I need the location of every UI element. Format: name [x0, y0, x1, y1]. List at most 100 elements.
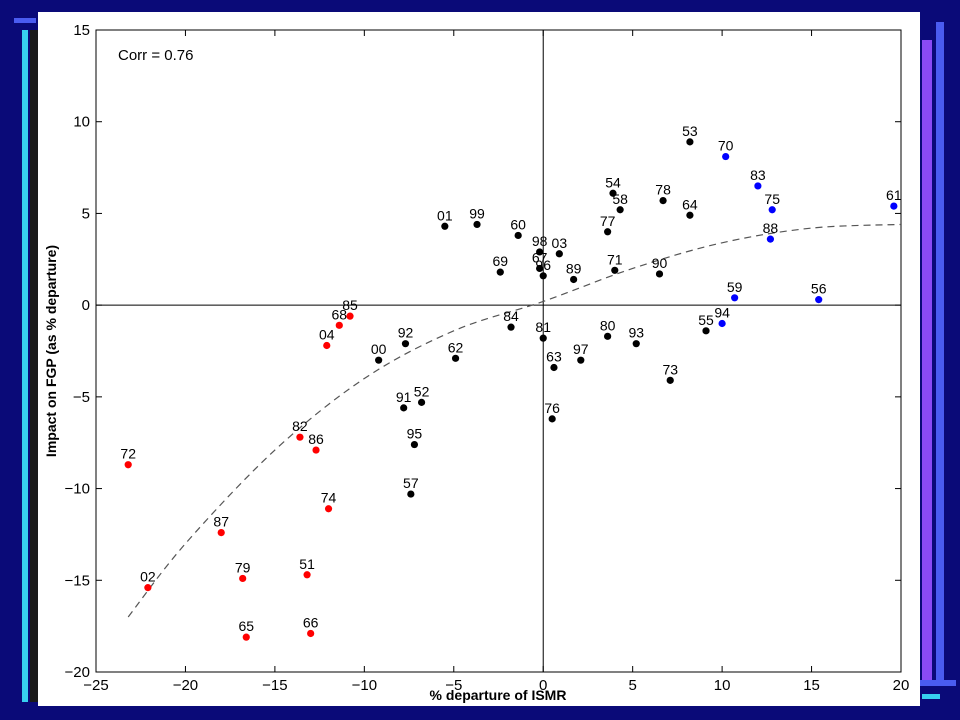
data-point-80: [604, 332, 612, 340]
data-point-57: [407, 490, 415, 498]
point-label-73: 73: [662, 361, 678, 377]
point-label-56: 56: [811, 281, 827, 297]
data-point-85: [346, 312, 354, 320]
point-label-86: 86: [308, 431, 324, 447]
point-label-82: 82: [292, 418, 308, 434]
point-label-00: 00: [371, 341, 387, 357]
data-point-75: [768, 206, 776, 214]
data-point-79: [239, 574, 247, 583]
point-label-64: 64: [682, 196, 698, 212]
data-point-55: [702, 327, 710, 335]
data-point-65: [242, 633, 250, 641]
point-label-53: 53: [682, 123, 698, 139]
data-point-67: [536, 264, 544, 273]
x-tick-label: 0: [539, 677, 547, 694]
point-label-98: 98: [532, 233, 548, 249]
point-label-89: 89: [566, 260, 582, 276]
data-point-89: [570, 275, 578, 284]
data-point-95: [410, 440, 419, 449]
y-tick-label: 15: [73, 22, 90, 39]
data-point-77: [604, 228, 612, 236]
data-point-98: [536, 248, 544, 256]
data-point-64: [686, 211, 694, 219]
accent-bar-bottom-blue: [920, 680, 956, 686]
chart-panel: −25 −20 −15 −10 −5 0 5 10 15 20 −20 −15 −10 −5 0 5 10 15 …: [38, 12, 920, 706]
point-label-79: 79: [235, 559, 251, 575]
data-point-52: [417, 398, 426, 406]
y-tick-label: −10: [65, 481, 90, 498]
y-tick-label: −15: [65, 572, 90, 589]
data-point-82: [296, 433, 304, 441]
data-point-70: [722, 152, 730, 161]
point-label-52: 52: [414, 383, 430, 399]
point-label-01: 01: [437, 207, 453, 223]
data-point-74: [324, 505, 333, 513]
data-point-01: [441, 222, 449, 230]
point-label-60: 60: [510, 216, 526, 232]
point-label-03: 03: [552, 235, 568, 251]
point-label-59: 59: [727, 279, 743, 295]
accent-bar-right-purple: [922, 40, 932, 680]
x-tick-label: −15: [262, 677, 287, 694]
point-label-76: 76: [544, 400, 560, 416]
point-label-88: 88: [763, 220, 779, 236]
point-label-68: 68: [331, 306, 347, 322]
data-point-04: [323, 341, 331, 350]
x-axis-title: % departure of ISMR: [430, 687, 567, 703]
data-point-61: [890, 202, 898, 210]
point-label-93: 93: [628, 325, 644, 341]
point-label-91: 91: [396, 389, 412, 405]
x-tick-label: 10: [714, 677, 731, 694]
point-label-90: 90: [652, 255, 668, 271]
data-point-99: [473, 220, 481, 229]
data-point-96: [539, 272, 547, 280]
data-point-88: [766, 235, 775, 243]
x-tick-label: −10: [352, 677, 377, 694]
data-point-92: [401, 340, 410, 348]
point-label-04: 04: [319, 326, 335, 342]
data-point-90: [655, 270, 664, 278]
point-label-70: 70: [718, 138, 734, 154]
data-point-53: [686, 138, 694, 146]
point-label-58: 58: [612, 191, 628, 207]
point-label-95: 95: [407, 426, 423, 442]
data-point-76: [548, 415, 556, 423]
data-point-59: [731, 294, 739, 302]
x-tick-label: 20: [893, 677, 910, 694]
point-label-80: 80: [600, 317, 616, 333]
x-tick-label: 5: [628, 677, 636, 694]
data-point-86: [312, 446, 320, 454]
point-label-72: 72: [120, 446, 136, 462]
accent-bar-left-blue: [14, 18, 36, 23]
data-point-83: [754, 182, 762, 190]
fit-curve: [127, 223, 902, 618]
point-label-65: 65: [238, 618, 254, 634]
data-point-58: [616, 206, 624, 214]
point-label-57: 57: [403, 475, 419, 491]
scatter-chart: −25 −20 −15 −10 −5 0 5 10 15 20−20−15−10−5051015 …: [43, 22, 910, 703]
point-label-87: 87: [213, 514, 229, 530]
accent-bar-left-cyan: [22, 30, 28, 702]
y-tick-label: −20: [65, 664, 90, 681]
y-tick-label: 0: [82, 297, 90, 314]
point-label-66: 66: [303, 614, 319, 630]
point-label-81: 81: [535, 319, 551, 335]
data-point-63: [550, 363, 558, 372]
data-point-69: [496, 268, 504, 276]
point-label-51: 51: [299, 556, 315, 572]
data-point-91: [400, 404, 408, 412]
y-axis-title: Impact on FGP (as % departure): [43, 245, 59, 457]
data-point-84: [507, 323, 515, 331]
point-label-55: 55: [698, 312, 714, 328]
data-point-62: [451, 354, 460, 362]
y-tick-label: 5: [82, 205, 90, 222]
x-tick-label: −20: [173, 677, 198, 694]
data-point-00: [375, 356, 383, 364]
y-tick-label: 10: [73, 114, 90, 131]
point-label-02: 02: [140, 569, 156, 585]
data-point-56: [815, 296, 823, 304]
point-label-96: 96: [535, 257, 551, 273]
point-label-54: 54: [605, 174, 621, 190]
data-point-51: [303, 571, 311, 579]
point-label-84: 84: [503, 308, 519, 324]
